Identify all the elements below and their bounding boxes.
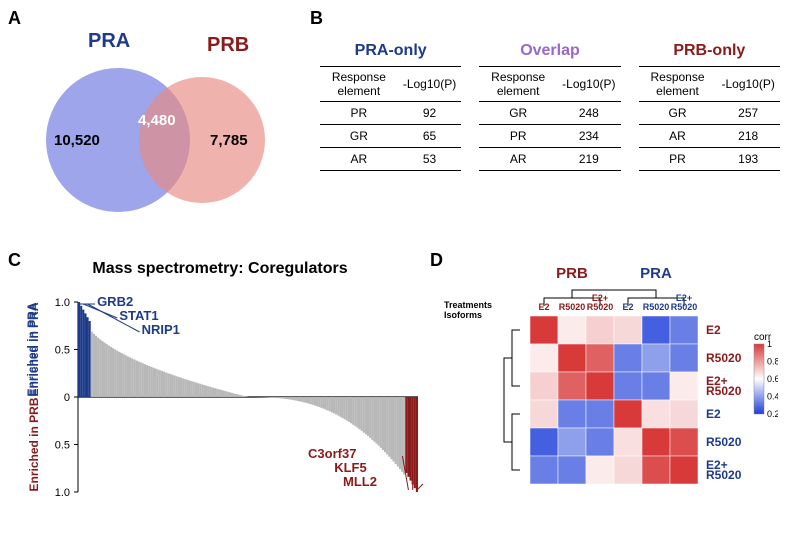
table-title: PRA-only bbox=[320, 42, 461, 60]
table-row: GR248 bbox=[479, 102, 620, 125]
table-row: AR219 bbox=[479, 148, 620, 171]
svg-text:R5020: R5020 bbox=[587, 302, 614, 312]
svg-text:R5020: R5020 bbox=[671, 302, 698, 312]
svg-text:R5020: R5020 bbox=[706, 384, 742, 398]
panel-d-heatmap: PRBPRAE2R5020E2+R5020E2R5020E2+R5020Trea… bbox=[440, 260, 778, 494]
svg-text:0.5: 0.5 bbox=[55, 345, 70, 357]
table-title: Overlap bbox=[479, 42, 620, 60]
table-row: GR257 bbox=[639, 102, 780, 125]
panel-b: PRA-only Responseelement-Log10(P)PR92GR65… bbox=[320, 20, 780, 230]
svg-text:R5020: R5020 bbox=[706, 468, 742, 482]
svg-text:MLL2: MLL2 bbox=[343, 474, 377, 489]
motif-table: Responseelement-Log10(P)PR92GR65AR53 bbox=[320, 66, 461, 171]
svg-text:1.0: 1.0 bbox=[55, 297, 70, 309]
panel-c-chart: 1.0 0.5 0 0.5 1.0 Enriched in PRAEnriched in … bbox=[20, 282, 428, 506]
table-row: PR234 bbox=[479, 125, 620, 148]
svg-text:0.5: 0.5 bbox=[55, 440, 70, 452]
svg-text:R5020: R5020 bbox=[706, 435, 742, 449]
table-row: GR65 bbox=[320, 125, 461, 148]
svg-text:Treatments: Treatments bbox=[444, 300, 492, 310]
panel-c-title: Mass spectrometry: Coregulators bbox=[20, 260, 420, 278]
svg-text:Enriched in PRB: Enriched in PRB bbox=[27, 397, 41, 491]
svg-text:E2: E2 bbox=[622, 302, 633, 312]
svg-text:PRA: PRA bbox=[640, 265, 672, 282]
svg-text:STAT1: STAT1 bbox=[119, 308, 158, 323]
venn-count-left: 10,520 bbox=[54, 132, 100, 149]
venn-title-pra: PRA bbox=[88, 30, 130, 53]
svg-text:E2: E2 bbox=[706, 407, 721, 421]
svg-text:R5020: R5020 bbox=[643, 302, 670, 312]
svg-text:1.0: 1.0 bbox=[55, 487, 70, 499]
venn-count-right: 7,785 bbox=[210, 132, 248, 149]
svg-text:NRIP1: NRIP1 bbox=[142, 322, 180, 337]
motif-table: Responseelement-Log10(P)GR248PR234AR219 bbox=[479, 66, 620, 171]
svg-text:0: 0 bbox=[64, 392, 70, 404]
panel-a: PRA PRB 10,520 4,480 7,785 bbox=[20, 20, 300, 240]
table-row: PR193 bbox=[639, 148, 780, 171]
svg-text:Enriched in PRA: Enriched in PRA bbox=[25, 302, 39, 396]
svg-text:0.6: 0.6 bbox=[767, 374, 778, 384]
svg-text:0.2: 0.2 bbox=[767, 409, 778, 419]
motif-table: Responseelement-Log10(P)GR257AR218PR193 bbox=[639, 66, 780, 171]
svg-text:E2: E2 bbox=[538, 302, 549, 312]
table-title: PRB-only bbox=[639, 42, 780, 60]
table-row: AR53 bbox=[320, 148, 461, 171]
table-row: PR92 bbox=[320, 102, 461, 125]
svg-text:PRB: PRB bbox=[556, 265, 588, 282]
table-column: Overlap Responseelement-Log10(P)GR248PR23… bbox=[479, 42, 620, 171]
svg-text:Isoforms: Isoforms bbox=[444, 310, 482, 320]
panel-c: Mass spectrometry: Coregulators 1.0 0.5 0 0… bbox=[20, 260, 420, 530]
venn-title-prb: PRB bbox=[207, 34, 249, 57]
svg-text:0.8: 0.8 bbox=[767, 357, 778, 367]
svg-text:0.4: 0.4 bbox=[767, 392, 778, 402]
table-row: AR218 bbox=[639, 125, 780, 148]
table-column: PRA-only Responseelement-Log10(P)PR92GR65… bbox=[320, 42, 461, 171]
svg-text:R5020: R5020 bbox=[706, 351, 742, 365]
panel-d: PRBPRAE2R5020E2+R5020E2R5020E2+R5020Trea… bbox=[440, 260, 790, 530]
svg-text:GRB2: GRB2 bbox=[97, 294, 133, 309]
venn-count-overlap: 4,480 bbox=[138, 112, 176, 129]
svg-text:1: 1 bbox=[767, 339, 772, 349]
svg-text:R5020: R5020 bbox=[559, 302, 586, 312]
svg-text:C3orf37: C3orf37 bbox=[308, 446, 356, 461]
svg-text:E2: E2 bbox=[706, 323, 721, 337]
svg-text:KLF5: KLF5 bbox=[334, 460, 367, 475]
table-column: PRB-only Responseelement-Log10(P)GR257AR2… bbox=[639, 42, 780, 171]
